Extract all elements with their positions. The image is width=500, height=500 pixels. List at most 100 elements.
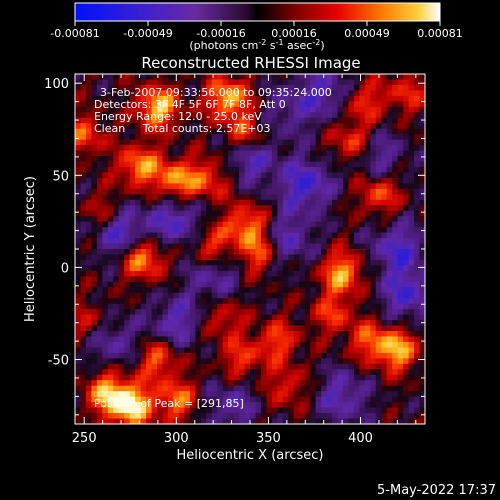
- heatmap-cell: [315, 363, 322, 370]
- heatmap-cell: [332, 101, 338, 108]
- heatmap-cell: [326, 145, 333, 151]
- heatmap-cell: [250, 303, 256, 310]
- heatmap-cell: [370, 79, 377, 86]
- heatmap-cell: [135, 232, 142, 239]
- heatmap-cell: [75, 95, 81, 102]
- heatmap-cell: [271, 161, 278, 168]
- heatmap-cell: [102, 216, 109, 223]
- heatmap-cell: [403, 369, 409, 376]
- heatmap-cell: [217, 205, 224, 212]
- heatmap-cell: [370, 145, 377, 151]
- heatmap-cell: [282, 287, 289, 294]
- heatmap-cell: [353, 369, 360, 376]
- heatmap-cell: [184, 380, 191, 387]
- heatmap-cell: [250, 369, 256, 376]
- heatmap-cell: [282, 325, 289, 332]
- heatmap-cell: [96, 243, 103, 250]
- heatmap-cell: [178, 172, 185, 179]
- heatmap-cell: [255, 259, 262, 266]
- heatmap-cell: [282, 221, 289, 228]
- heatmap-cell: [370, 210, 377, 217]
- heatmap-cell: [342, 259, 349, 266]
- heatmap-cell: [244, 188, 251, 195]
- heatmap-cell: [315, 358, 322, 365]
- heatmap-cell: [332, 347, 338, 354]
- heatmap-cell: [195, 396, 202, 403]
- heatmap-cell: [195, 391, 202, 398]
- heatmap-cell: [200, 413, 207, 419]
- heatmap-cell: [135, 413, 142, 419]
- heatmap-cell: [260, 314, 267, 321]
- heatmap-cell: [282, 259, 289, 266]
- heatmap-cell: [310, 199, 317, 206]
- heatmap-cell: [419, 145, 426, 151]
- heatmap-cell: [75, 227, 81, 233]
- heatmap-cell: [359, 134, 366, 141]
- heatmap-cell: [157, 407, 163, 414]
- heatmap-cell: [151, 210, 158, 217]
- heatmap-cell: [113, 358, 120, 365]
- heatmap-cell: [129, 123, 136, 130]
- heatmap-cell: [233, 243, 240, 250]
- heatmap-cell: [397, 347, 404, 354]
- heatmap-cell: [310, 341, 317, 348]
- heatmap-cell: [386, 303, 393, 310]
- heatmap-cell: [91, 199, 98, 206]
- heatmap-cell: [107, 303, 114, 310]
- heatmap-cell: [195, 303, 202, 310]
- heatmap-cell: [75, 128, 81, 135]
- heatmap-cell: [211, 139, 218, 146]
- heatmap-cell: [255, 270, 262, 277]
- heatmap-cell: [75, 347, 81, 354]
- heatmap-cell: [299, 79, 306, 86]
- heatmap-cell: [91, 259, 98, 266]
- heatmap-cell: [397, 254, 404, 261]
- heatmap-cell: [135, 216, 142, 223]
- heatmap-cell: [113, 156, 120, 162]
- heatmap-cell: [157, 380, 163, 387]
- heatmap-cell: [342, 303, 349, 310]
- heatmap-cell: [222, 150, 229, 157]
- heatmap-cell: [118, 352, 125, 359]
- heatmap-cell: [299, 341, 306, 348]
- heatmap-cell: [102, 177, 109, 184]
- heatmap-cell: [107, 90, 114, 97]
- heatmap-cell: [195, 194, 202, 201]
- heatmap-cell: [353, 407, 360, 414]
- heatmap-cell: [403, 287, 409, 294]
- heatmap-cell: [304, 95, 311, 102]
- heatmap-cell: [124, 166, 131, 173]
- heatmap-cell: [206, 363, 213, 370]
- heatmap-cell: [348, 95, 355, 102]
- heatmap-cell: [178, 79, 185, 86]
- heatmap-cell: [326, 183, 333, 190]
- heatmap-cell: [167, 341, 174, 348]
- heatmap-cell: [146, 347, 152, 354]
- heatmap-cell: [200, 101, 207, 108]
- heatmap-cell: [321, 396, 327, 403]
- heatmap-cell: [217, 254, 224, 261]
- heatmap-cell: [200, 177, 207, 184]
- heatmap-cell: [337, 101, 344, 108]
- colorbar-tick-label: 0.00049: [344, 27, 390, 40]
- heatmap-cell: [288, 139, 295, 146]
- heatmap-cell: [326, 303, 333, 310]
- heatmap-cell: [403, 112, 409, 119]
- heatmap-cell: [250, 145, 256, 151]
- heatmap-cell: [217, 183, 224, 190]
- heatmap-cell: [271, 281, 278, 288]
- heatmap-cell: [326, 166, 333, 173]
- heatmap-cell: [348, 161, 355, 168]
- heatmap-cell: [282, 166, 289, 173]
- heatmap-cell: [146, 287, 152, 294]
- heatmap-cell: [75, 166, 81, 173]
- heatmap-cell: [293, 210, 300, 217]
- heatmap-cell: [85, 216, 92, 223]
- heatmap-cell: [288, 205, 295, 212]
- heatmap-cell: [375, 210, 382, 217]
- heatmap-cell: [162, 232, 169, 239]
- heatmap-cell: [348, 216, 355, 223]
- heatmap-cell: [167, 347, 174, 354]
- heatmap-cell: [342, 358, 349, 365]
- heatmap-cell: [118, 320, 125, 326]
